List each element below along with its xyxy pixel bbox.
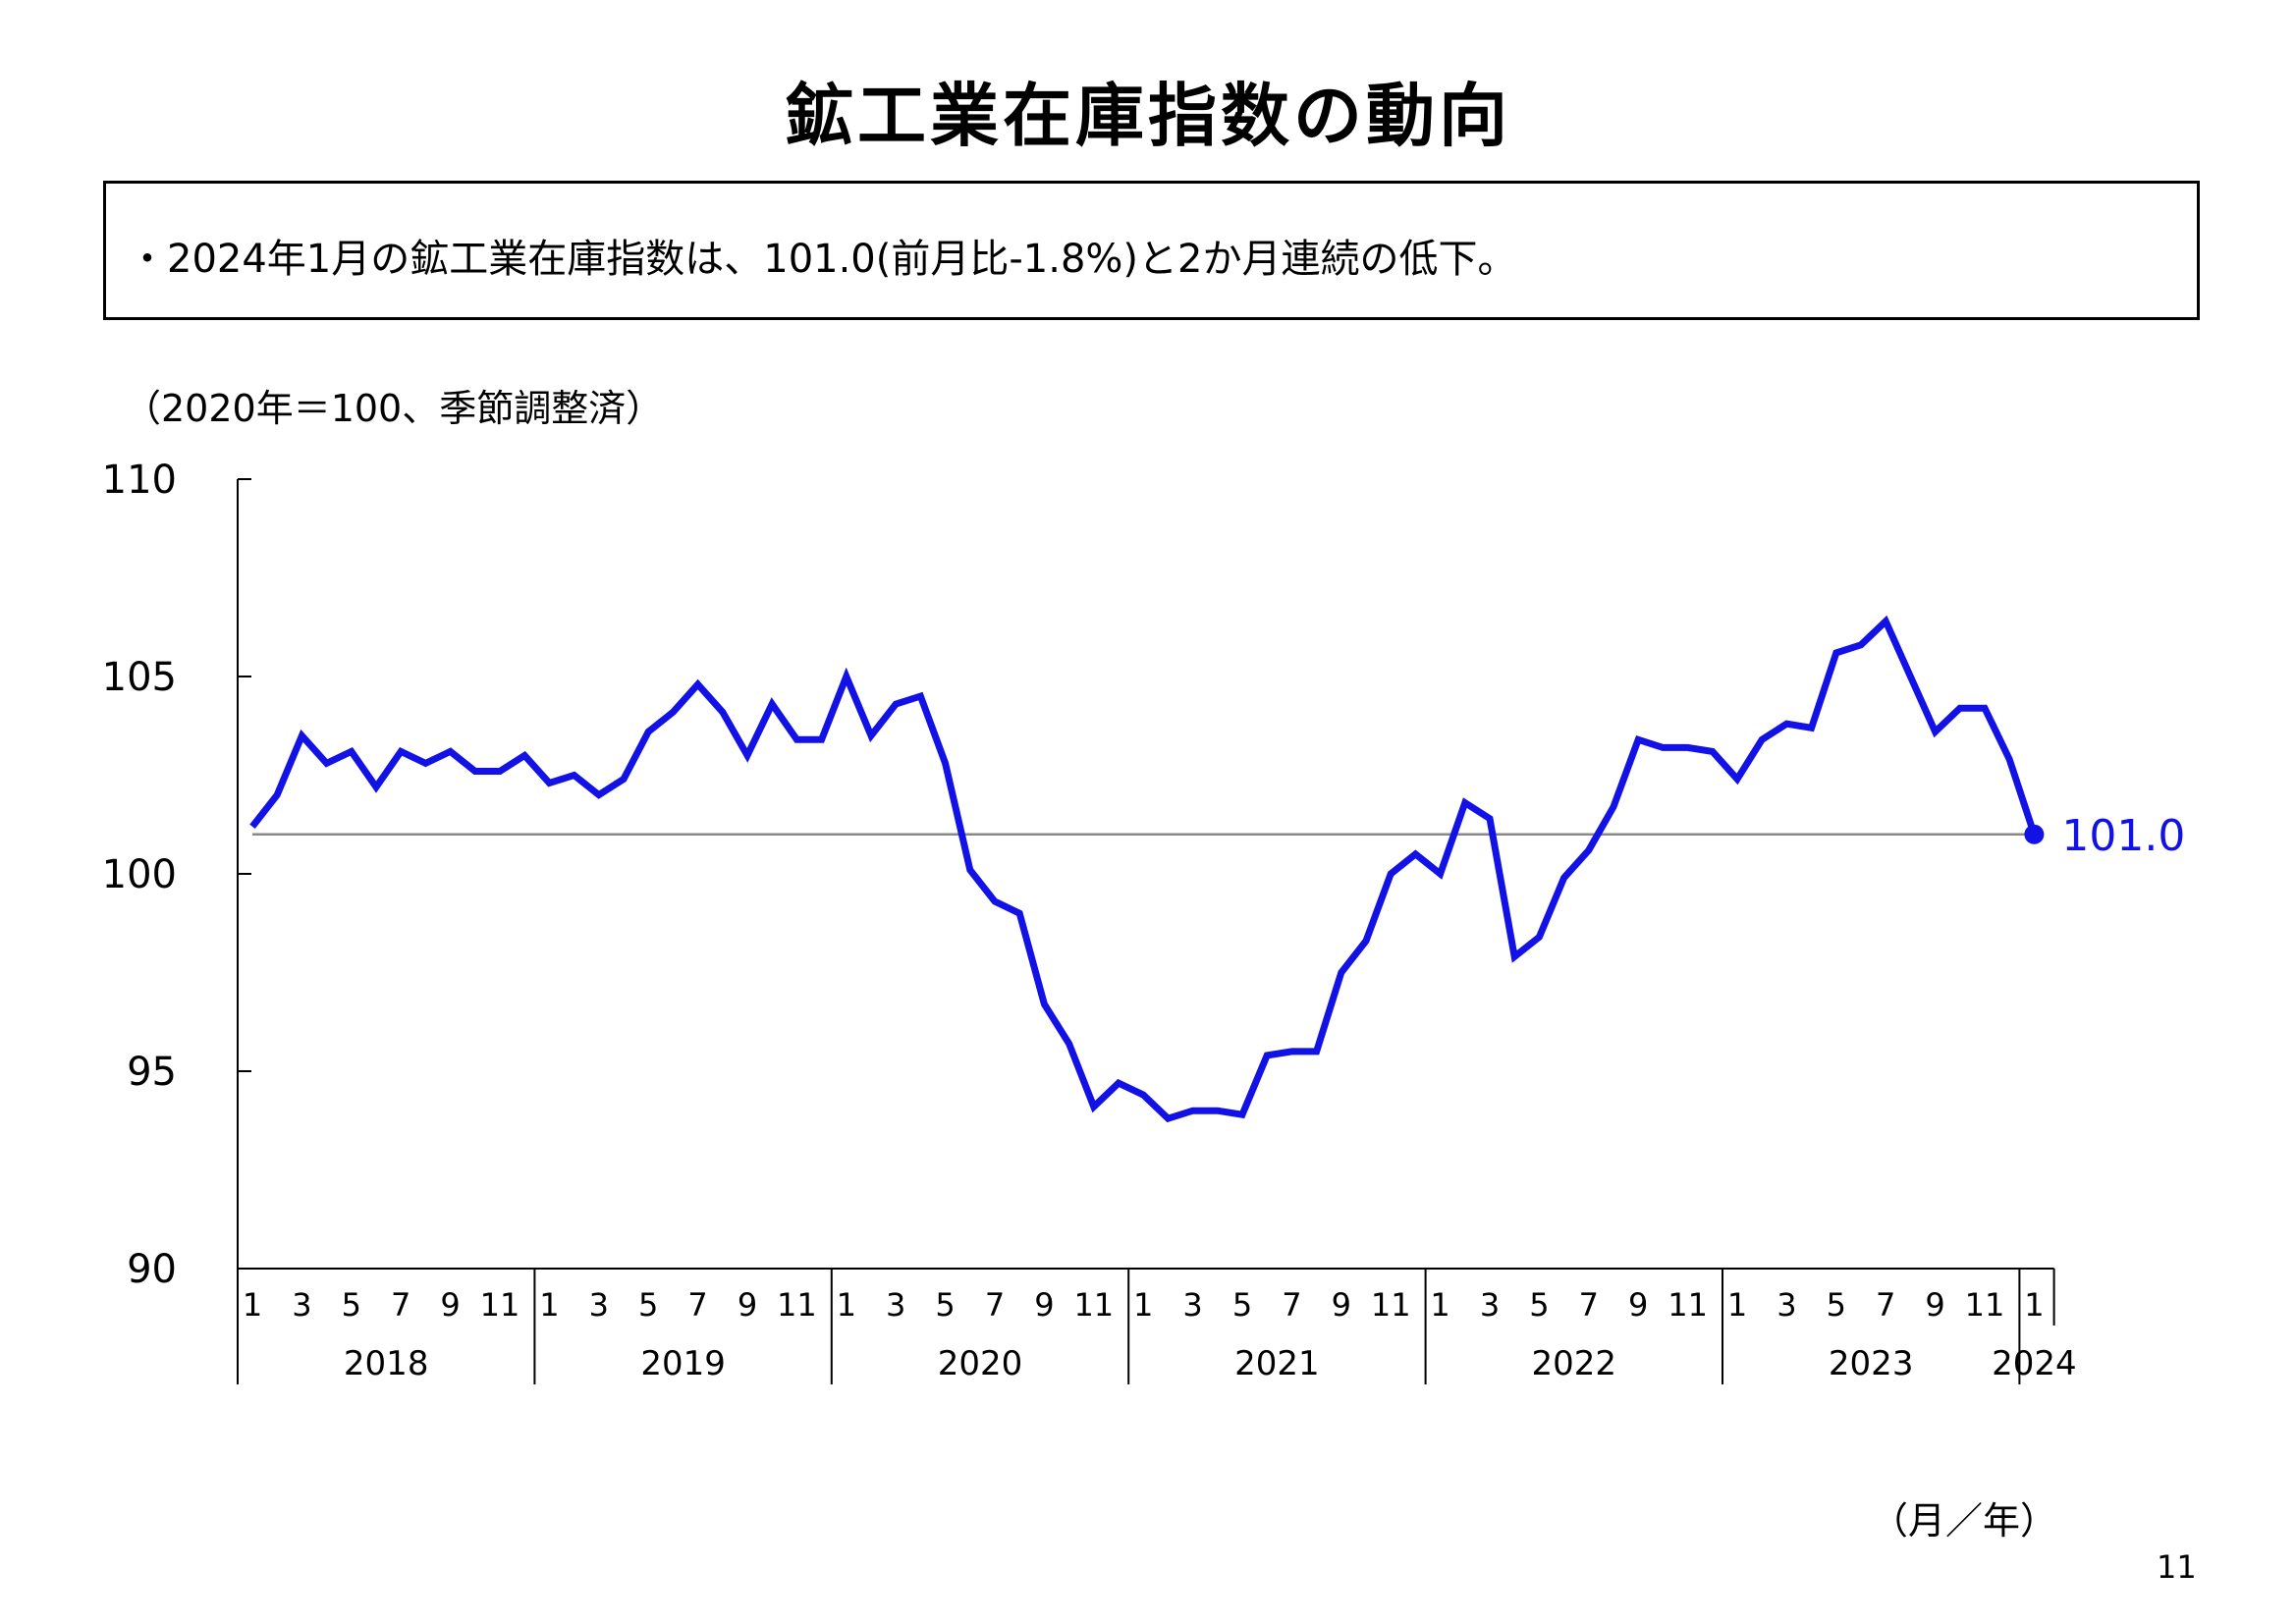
x-tick-month-label: 9 bbox=[1332, 1286, 1351, 1324]
x-tick-month-label: 5 bbox=[1529, 1286, 1549, 1324]
x-tick-month-label: 1 bbox=[1727, 1286, 1747, 1324]
x-tick-month-label: 3 bbox=[1182, 1286, 1202, 1324]
x-tick-year-label: 2020 bbox=[938, 1344, 1023, 1383]
x-tick-month-label: 9 bbox=[440, 1286, 460, 1324]
x-tick-year-label: 2022 bbox=[1532, 1344, 1617, 1383]
x-tick-month-label: 5 bbox=[1232, 1286, 1252, 1324]
x-tick-month-label: 1 bbox=[837, 1286, 856, 1324]
y-tick-label: 105 bbox=[102, 655, 177, 700]
end-point-label: 101.0 bbox=[2061, 811, 2185, 861]
x-tick-year-label: 2023 bbox=[1829, 1344, 1914, 1383]
summary-text: ・2024年1月の鉱工業在庫指数は、101.0(前月比-1.8%)と2か月連続の… bbox=[128, 237, 1517, 282]
x-tick-month-label: 5 bbox=[1827, 1286, 1846, 1324]
y-axis-unit-note: （2020年＝100、季節調整済） bbox=[124, 387, 664, 430]
x-tick-month-label: 11 bbox=[777, 1286, 817, 1324]
x-tick-month-label: 3 bbox=[1480, 1286, 1500, 1324]
x-tick-month-label: 5 bbox=[342, 1286, 361, 1324]
x-tick-month-label: 3 bbox=[1777, 1286, 1796, 1324]
x-tick-year-label: 2021 bbox=[1234, 1344, 1320, 1383]
x-tick-month-label: 11 bbox=[1073, 1286, 1114, 1324]
x-tick-month-label: 7 bbox=[1579, 1286, 1599, 1324]
page-title: 鉱工業在庫指数の動向 bbox=[785, 76, 1511, 156]
x-tick-month-label: 9 bbox=[738, 1286, 757, 1324]
x-tick-month-label: 1 bbox=[1133, 1286, 1153, 1324]
x-tick-month-label: 11 bbox=[1965, 1286, 2005, 1324]
y-tick-label: 100 bbox=[102, 852, 177, 897]
x-tick-month-label: 11 bbox=[1371, 1286, 1411, 1324]
x-tick-month-label: 7 bbox=[1876, 1286, 1895, 1324]
x-tick-month-label: 7 bbox=[391, 1286, 410, 1324]
x-tick-month-label: 3 bbox=[292, 1286, 311, 1324]
y-tick-label: 110 bbox=[102, 458, 177, 503]
x-tick-month-label: 9 bbox=[1034, 1286, 1054, 1324]
x-tick-month-label: 5 bbox=[638, 1286, 658, 1324]
x-tick-year-label: 2019 bbox=[640, 1344, 726, 1383]
chart-axes bbox=[237, 479, 2055, 1384]
x-tick-month-label: 11 bbox=[480, 1286, 520, 1324]
x-tick-month-label: 1 bbox=[1430, 1286, 1449, 1324]
y-tick-label: 95 bbox=[127, 1050, 177, 1095]
x-tick-month-label: 1 bbox=[2024, 1286, 2044, 1324]
x-tick-month-label: 7 bbox=[687, 1286, 707, 1324]
end-point-marker bbox=[2024, 824, 2045, 844]
y-axis-ticks: 90 95 100 105 110 bbox=[102, 458, 251, 1292]
x-tick-month-label: 7 bbox=[985, 1286, 1005, 1324]
page-number: 11 bbox=[2157, 1548, 2197, 1586]
x-tick-month-label: 9 bbox=[1925, 1286, 1944, 1324]
x-tick-month-label: 1 bbox=[243, 1286, 262, 1324]
y-tick-label: 90 bbox=[127, 1247, 177, 1292]
x-tick-month-label: 3 bbox=[589, 1286, 609, 1324]
x-tick-month-label: 11 bbox=[1667, 1286, 1708, 1324]
x-tick-month-label: 1 bbox=[539, 1286, 559, 1324]
x-tick-month-label: 5 bbox=[935, 1286, 955, 1324]
x-axis-unit: （月／年） bbox=[1871, 1499, 2058, 1543]
x-tick-month-label: 9 bbox=[1628, 1286, 1648, 1324]
x-tick-month-label: 3 bbox=[886, 1286, 905, 1324]
x-tick-month-label: 7 bbox=[1282, 1286, 1301, 1324]
series-line-inventory-index bbox=[249, 615, 2038, 1123]
summary-box: ・2024年1月の鉱工業在庫指数は、101.0(前月比-1.8%)と2か月連続の… bbox=[103, 181, 2200, 320]
x-tick-year-label: 2018 bbox=[344, 1344, 429, 1383]
x-tick-year-label: 2024 bbox=[1992, 1344, 2077, 1383]
